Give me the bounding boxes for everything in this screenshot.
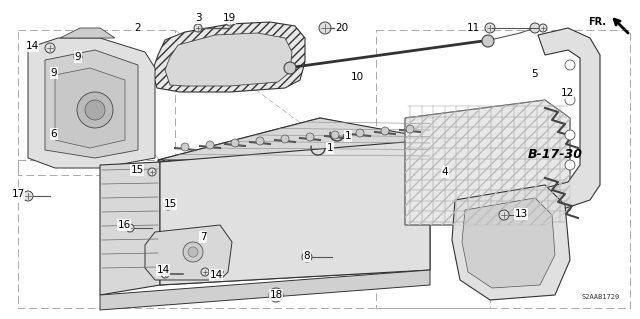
Circle shape xyxy=(164,202,172,210)
Text: 7: 7 xyxy=(200,232,206,242)
Polygon shape xyxy=(158,118,430,162)
Circle shape xyxy=(499,210,509,220)
Polygon shape xyxy=(28,38,155,168)
Circle shape xyxy=(126,224,134,232)
Circle shape xyxy=(565,60,575,70)
Circle shape xyxy=(482,35,494,47)
Text: 5: 5 xyxy=(531,69,538,79)
Text: 17: 17 xyxy=(12,189,24,199)
Circle shape xyxy=(565,160,575,170)
Polygon shape xyxy=(60,28,115,38)
Text: B-17-30: B-17-30 xyxy=(527,149,582,161)
Polygon shape xyxy=(158,118,430,160)
Circle shape xyxy=(281,135,289,143)
Polygon shape xyxy=(152,22,305,92)
Text: 11: 11 xyxy=(467,23,479,33)
Text: 9: 9 xyxy=(51,68,58,78)
Circle shape xyxy=(256,137,264,145)
Text: FR.: FR. xyxy=(588,17,606,27)
Circle shape xyxy=(302,252,312,262)
Text: 19: 19 xyxy=(222,13,236,23)
Circle shape xyxy=(331,131,339,139)
Text: 12: 12 xyxy=(561,88,573,98)
Circle shape xyxy=(319,22,331,34)
Circle shape xyxy=(74,53,82,61)
Circle shape xyxy=(565,130,575,140)
Text: S2AAB1720: S2AAB1720 xyxy=(582,294,620,300)
Circle shape xyxy=(183,242,203,262)
Polygon shape xyxy=(165,33,292,86)
Circle shape xyxy=(148,168,156,176)
Polygon shape xyxy=(160,140,430,285)
Polygon shape xyxy=(145,225,232,280)
Circle shape xyxy=(23,191,33,201)
Circle shape xyxy=(306,133,314,141)
Text: 20: 20 xyxy=(335,23,349,33)
Circle shape xyxy=(381,127,389,135)
Polygon shape xyxy=(405,100,570,225)
Text: 1: 1 xyxy=(326,143,333,153)
Circle shape xyxy=(161,270,169,278)
Circle shape xyxy=(485,23,495,33)
Text: 8: 8 xyxy=(304,251,310,261)
Polygon shape xyxy=(538,28,600,210)
Circle shape xyxy=(226,18,234,26)
Circle shape xyxy=(181,143,189,151)
Text: 14: 14 xyxy=(26,41,38,51)
Polygon shape xyxy=(462,198,555,288)
Circle shape xyxy=(565,95,575,105)
Circle shape xyxy=(539,24,547,32)
Circle shape xyxy=(194,24,202,32)
Circle shape xyxy=(406,125,414,133)
Text: 14: 14 xyxy=(209,270,223,280)
Polygon shape xyxy=(452,185,570,300)
Circle shape xyxy=(201,268,209,276)
Circle shape xyxy=(188,247,198,257)
Text: 2: 2 xyxy=(134,23,141,33)
Text: 6: 6 xyxy=(51,129,58,139)
Text: 3: 3 xyxy=(195,13,202,23)
Polygon shape xyxy=(55,68,125,148)
Circle shape xyxy=(45,43,55,53)
Polygon shape xyxy=(45,50,138,158)
Text: 1: 1 xyxy=(345,131,351,141)
Text: 16: 16 xyxy=(117,220,131,230)
Text: 4: 4 xyxy=(442,167,448,177)
Circle shape xyxy=(269,288,283,302)
Text: 14: 14 xyxy=(156,265,170,275)
Circle shape xyxy=(85,100,105,120)
Circle shape xyxy=(231,139,239,147)
Polygon shape xyxy=(100,270,430,310)
Text: 15: 15 xyxy=(163,199,177,209)
Circle shape xyxy=(530,23,540,33)
Circle shape xyxy=(356,129,364,137)
Polygon shape xyxy=(100,162,160,295)
Text: 13: 13 xyxy=(515,209,527,219)
Circle shape xyxy=(206,141,214,149)
Text: 9: 9 xyxy=(75,52,81,62)
Text: 15: 15 xyxy=(131,165,143,175)
Text: 18: 18 xyxy=(269,290,283,300)
Circle shape xyxy=(77,92,113,128)
Polygon shape xyxy=(160,140,430,285)
Circle shape xyxy=(284,62,296,74)
Text: 10: 10 xyxy=(351,72,364,82)
